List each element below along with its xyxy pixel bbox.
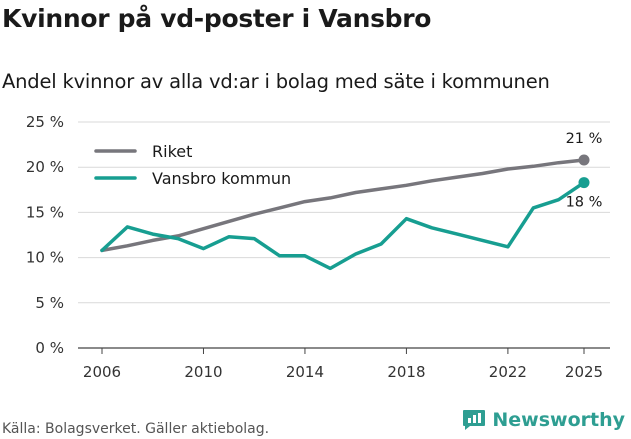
y-tick-label: 15 %: [26, 203, 64, 221]
brand-name: Newsworthy: [492, 409, 625, 431]
chart-title: Kvinnor på vd-poster i Vansbro: [2, 4, 432, 33]
y-tick-label: 20 %: [26, 158, 64, 176]
x-tick-label: 2018: [387, 363, 425, 381]
y-axis: 0 % 5 % 10 % 15 % 20 % 25 %: [26, 113, 64, 357]
gridlines: [78, 121, 610, 349]
end-label-kommun: 18 %: [566, 195, 603, 211]
x-tick-label: 2006: [83, 363, 121, 381]
y-tick-label: 0 %: [35, 339, 64, 357]
legend-label-riket: Riket: [152, 142, 192, 161]
end-point-riket: [578, 154, 590, 166]
end-point-kommun: [578, 177, 590, 189]
source-note: Källa: Bolagsverket. Gäller aktiebolag.: [2, 421, 270, 437]
newsworthy-logo: Newsworthy: [461, 408, 625, 432]
x-tick-label: 2014: [286, 363, 324, 381]
x-tick-label: 2022: [489, 363, 527, 381]
y-tick-label: 25 %: [26, 113, 64, 131]
x-tick-label: 2010: [184, 363, 222, 381]
x-tick-label: 2025: [565, 363, 603, 381]
line-chart: 0 %5 %10 %15 %20 %25 % 2006 2010 2014 2018 2…: [26, 113, 610, 381]
x-axis: 2006 2010 2014 2018 2022 2025: [83, 348, 603, 381]
series-line-kommun: [100, 180, 586, 271]
series-line-riket: [100, 158, 586, 253]
series-lines: 21 % 18 %: [100, 131, 603, 271]
end-label-riket: 21 %: [566, 131, 603, 147]
y-tick-label: 5 %: [35, 294, 64, 312]
legend-label-kommun: Vansbro kommun: [152, 169, 291, 188]
chart-subtitle: Andel kvinnor av alla vd:ar i bolag med …: [2, 70, 550, 93]
newsworthy-logo-icon: [463, 410, 486, 430]
y-tick-label: 10 %: [26, 249, 64, 267]
legend: Riket Vansbro kommun: [94, 142, 291, 188]
